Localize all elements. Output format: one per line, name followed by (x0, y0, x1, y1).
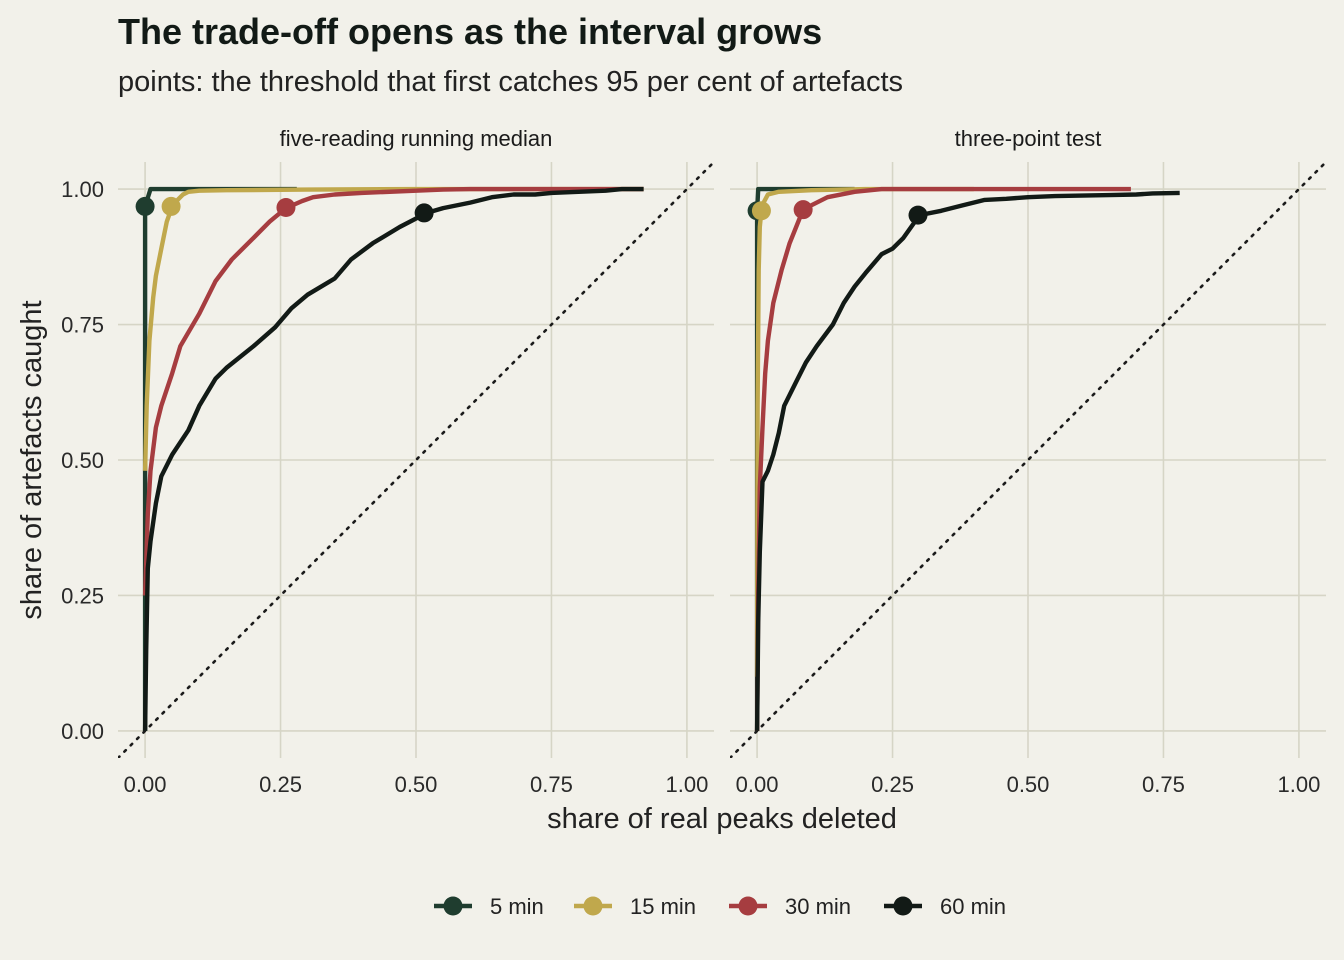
x-tick-label: 0.75 (1142, 772, 1185, 797)
threshold-point-30-min (276, 198, 296, 218)
legend: 5 min 15 min 30 min 60 min (434, 894, 1006, 919)
y-tick-label: 0.75 (61, 313, 104, 338)
legend-label: 60 min (940, 894, 1006, 919)
x-tick-label: 0.50 (395, 772, 438, 797)
threshold-point-15-min (751, 201, 771, 221)
panels: five-reading running median 0.00 0.25 0.50 0… (61, 126, 1326, 797)
legend-label: 5 min (490, 894, 544, 919)
legend-item-30-min: 30 min (729, 894, 851, 919)
legend-key-point (893, 896, 913, 916)
legend-item-5-min: 5 min (434, 894, 544, 919)
y-tick-label: 0.00 (61, 719, 104, 744)
legend-key-point (443, 896, 463, 916)
x-tick-label: 0.25 (871, 772, 914, 797)
panel-five-reading-running-median: five-reading running median 0.00 0.25 0.50 0… (61, 126, 714, 797)
threshold-point-5-min (135, 196, 155, 216)
diagonal-reference-line (118, 162, 714, 758)
legend-key-point (738, 896, 758, 916)
y-axis-title: share of artefacts caught (16, 300, 48, 619)
series-line-30-min (142, 186, 644, 596)
series-line-60-min (142, 186, 644, 731)
diagonal-reference-line (730, 162, 1326, 758)
chart-subtitle: points: the threshold that first catches… (118, 66, 903, 98)
x-tick-label: 0.00 (736, 772, 779, 797)
x-tick-label: 0.00 (124, 772, 167, 797)
legend-item-15-min: 15 min (574, 894, 696, 919)
x-axis-title: share of real peaks deleted (547, 803, 897, 835)
threshold-point-60-min (414, 203, 434, 223)
chart-title: The trade-off opens as the interval grow… (118, 11, 822, 52)
threshold-point-60-min (908, 205, 928, 225)
series-line-15-min (754, 186, 974, 677)
panel-title: three-point test (955, 126, 1102, 151)
legend-key-point (583, 896, 603, 916)
x-tick-label: 0.25 (259, 772, 302, 797)
legend-label: 30 min (785, 894, 851, 919)
x-tick-label: 1.00 (665, 772, 708, 797)
legend-label: 15 min (630, 894, 696, 919)
x-tick-label: 0.50 (1007, 772, 1050, 797)
threshold-point-15-min (161, 196, 181, 216)
y-tick-label: 0.50 (61, 448, 104, 473)
y-tick-label: 0.25 (61, 583, 104, 608)
x-tick-label: 1.00 (1277, 772, 1320, 797)
legend-item-60-min: 60 min (884, 894, 1006, 919)
y-tick-label: 1.00 (61, 177, 104, 202)
plot-area (118, 162, 714, 758)
panel-three-point-test: three-point test 0.00 0.25 0.50 0.75 1.00 (730, 126, 1326, 797)
panel-title: five-reading running median (280, 126, 553, 151)
threshold-point-30-min (793, 200, 813, 220)
x-tick-label: 0.75 (530, 772, 573, 797)
series-line-60-min (754, 190, 1180, 731)
plot-area (730, 162, 1326, 758)
